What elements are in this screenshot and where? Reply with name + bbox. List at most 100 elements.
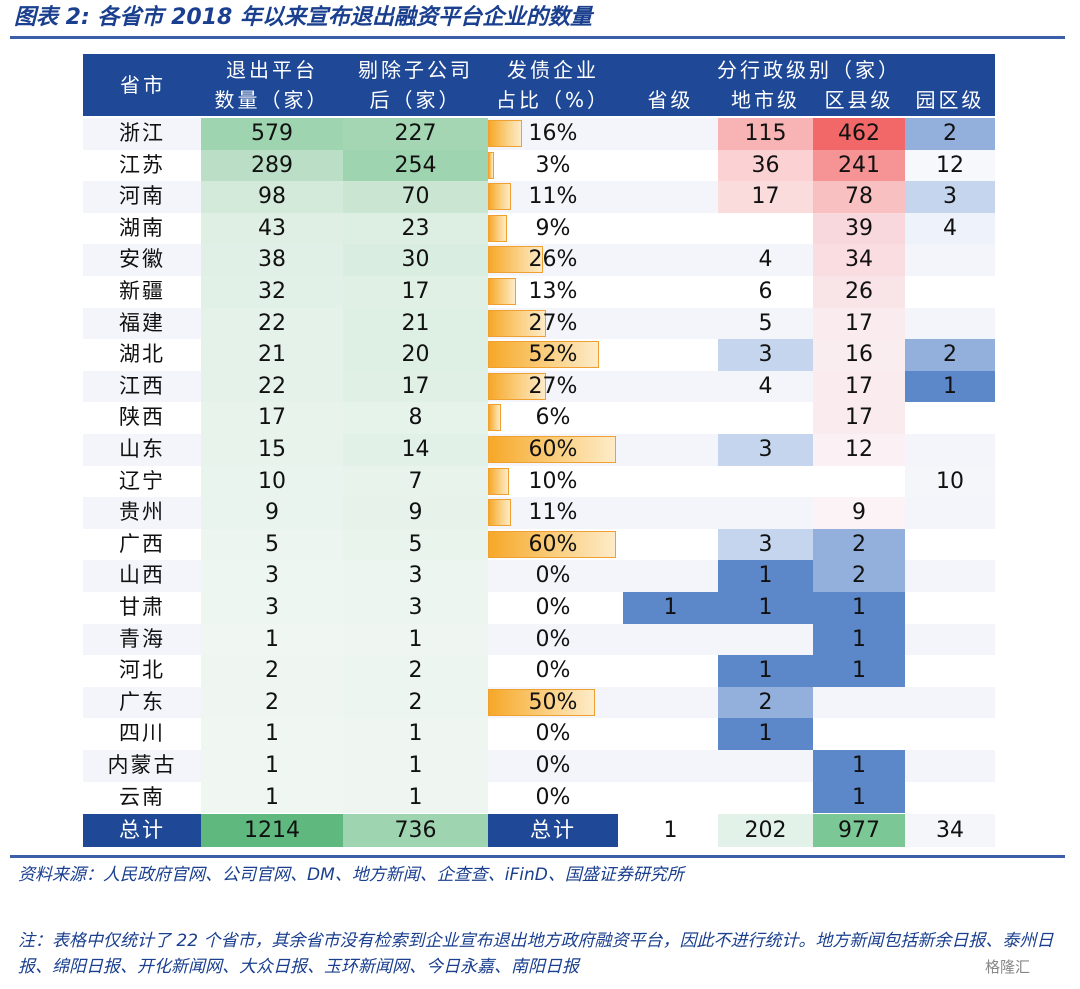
province-name: 湖北 [119,342,165,367]
excl-count: 20 [343,339,488,371]
header-excl-line2: 后（家） [369,88,462,112]
provincial-count [623,718,718,750]
table-row: 河南 98 70 11% 17 78 3 [83,181,995,213]
province-name: 云南 [119,784,165,809]
city-count [718,497,813,529]
bond-ratio: 27% [528,310,578,336]
park-count [905,624,995,656]
total-row: 总计 1214 736 总计 1 202 977 34 [83,814,995,847]
county-count: 1 [813,623,905,656]
city-count [718,782,813,814]
county-count: 16 [813,339,905,371]
city-count: 4 [758,373,773,399]
provincial-count [623,276,718,308]
park-count: 3 [905,181,995,213]
bond-ratio-bar [488,120,523,147]
bond-ratio: 16% [528,121,578,146]
city-count: 6 [758,279,773,304]
park-count [905,560,995,592]
county-count [813,466,905,498]
provincial-count [623,434,718,466]
city-count: 36 [718,149,813,182]
province-name: 湖南 [119,215,165,240]
table-row: 广西 5 5 60% 3 2 [83,528,995,561]
excl-count: 2 [343,686,488,719]
province-name: 安徽 [119,247,165,272]
header-province: 省市 [120,73,166,97]
table-row: 陕西 17 8 6% 17 [83,402,995,434]
bond-ratio-bar [488,467,510,495]
total-bond-label: 总计 [488,814,618,847]
city-count: 2 [718,686,813,719]
county-count: 26 [813,276,905,308]
province-name: 江西 [119,373,165,398]
park-count [905,718,995,750]
table-row: 四川 1 1 0% 1 [83,718,995,750]
exit-count: 9 [201,497,343,529]
table-row: 福建 22 21 27% 5 17 [83,307,995,340]
exit-count: 2 [201,686,343,719]
city-count: 1 [718,718,813,750]
total-provincial: 1 [623,814,718,847]
exit-count: 579 [201,118,343,150]
exit-count: 5 [201,528,343,561]
bond-ratio: 0% [535,595,571,620]
provincial-count [623,308,718,340]
exit-count: 98 [201,181,343,213]
provincial-count [623,244,718,276]
provincial-count [623,118,718,150]
provincial-count [623,560,718,592]
province-name: 河北 [119,658,165,683]
header-bond-line2: 占比（%） [495,88,610,112]
county-count [813,718,905,750]
province-name: 山西 [119,563,165,588]
bond-ratio-bar [488,530,616,558]
park-count [905,244,995,276]
bond-ratio-bar [488,183,512,211]
bond-ratio: 0% [535,658,571,684]
provincial-count [623,750,718,782]
footnote: 注：表格中仅统计了 22 个省市，其余省市没有检索到企业宣布退出地方政府融资平台… [18,931,1054,977]
excl-count: 14 [343,434,488,466]
city-count: 17 [718,181,813,213]
province-name: 广东 [119,689,165,714]
bond-ratio-bar [488,436,616,463]
table-row: 山西 3 3 0% 1 2 [83,560,995,592]
city-count [718,402,813,434]
table-row: 湖北 21 20 52% 3 16 2 [83,339,995,371]
excl-count: 254 [343,149,488,182]
bond-ratio: 9% [535,215,571,241]
bond-ratio: 11% [528,184,578,210]
excl-count: 3 [343,592,488,624]
provincial-count [623,402,718,434]
excl-count: 17 [343,276,488,308]
total-city: 202 [718,814,813,847]
province-name: 青海 [119,626,165,651]
province-name: 陕西 [119,405,165,430]
park-count [905,308,995,340]
park-count: 2 [905,339,995,371]
excl-count: 9 [343,497,488,529]
park-count: 1 [905,370,995,403]
excl-count: 2 [343,655,488,687]
bond-ratio: 27% [528,373,578,399]
excl-count: 23 [343,212,488,245]
exit-count: 2 [201,655,343,687]
province-name: 四川 [119,721,165,746]
table-row: 浙江 579 227 16% 115 462 2 [83,118,995,150]
bond-ratio: 0% [535,626,571,652]
header-county: 区县级 [824,88,894,112]
city-count: 1 [718,560,813,592]
provincial-count [623,466,718,498]
excl-count: 7 [343,465,488,498]
bond-ratio: 11% [528,500,578,526]
table-row: 新疆 32 17 13% 6 26 [83,276,995,308]
park-count: 4 [905,212,995,245]
county-count: 12 [813,434,905,466]
provincial-count [623,371,718,403]
bond-ratio: 0% [535,784,571,810]
provincial-count [623,529,718,561]
county-count: 2 [813,528,905,561]
table-row: 广东 2 2 50% 2 [83,686,995,719]
table-row: 甘肃 3 3 0% 1 1 1 [83,592,995,624]
